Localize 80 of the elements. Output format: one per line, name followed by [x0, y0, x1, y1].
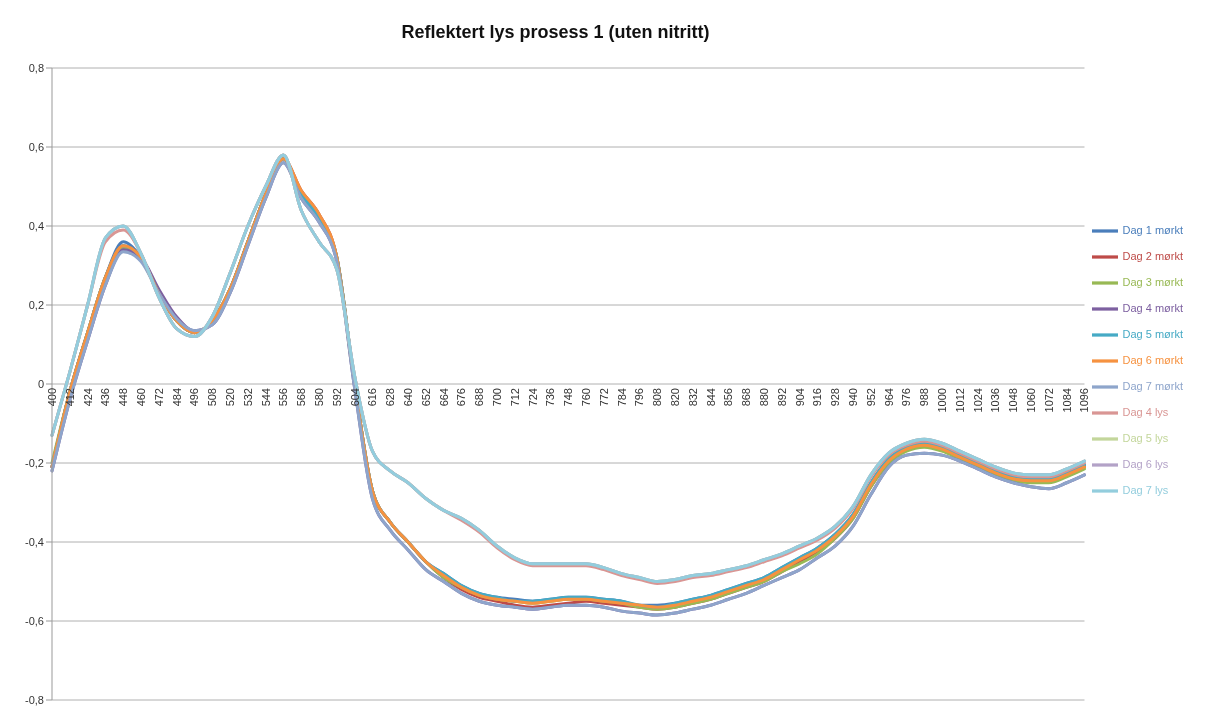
x-tick-label: 604 [348, 388, 361, 407]
x-tick-label: 772 [597, 388, 610, 407]
y-tick-label: 0,6 [28, 140, 44, 153]
x-tick-label: 940 [847, 388, 860, 407]
x-tick-label: 1000 [936, 388, 949, 413]
y-tick-label: 0,4 [28, 219, 44, 232]
x-tick-label: 964 [882, 388, 895, 407]
x-tick-label: 628 [384, 388, 397, 407]
y-tick-label: -0,6 [25, 614, 44, 627]
x-tick-label: 412 [63, 388, 76, 407]
x-tick-label: 448 [117, 388, 130, 407]
x-tick-label: 424 [81, 388, 94, 407]
x-tick-label: 988 [918, 388, 931, 407]
x-tick-label: 616 [366, 388, 379, 407]
x-tick-label: 568 [295, 388, 308, 407]
x-tick-label: 436 [99, 388, 112, 407]
x-tick-label: 904 [793, 388, 806, 407]
x-tick-label: 400 [46, 388, 58, 407]
x-tick-label: 796 [633, 388, 646, 407]
x-tick-label: 856 [722, 388, 735, 407]
x-tick-label: 688 [473, 388, 486, 407]
legend-label: Dag 4 mørkt [1122, 301, 1183, 314]
x-tick-label: 1060 [1025, 388, 1038, 413]
x-tick-label: 556 [277, 388, 290, 407]
legend-label: Dag 4 lys [1122, 405, 1169, 418]
x-tick-label: 1024 [971, 388, 984, 413]
x-tick-label: 532 [241, 388, 254, 407]
x-tick-label: 1084 [1060, 388, 1073, 413]
x-tick-label: 496 [188, 388, 201, 407]
x-tick-label: 460 [135, 388, 148, 407]
x-tick-label: 820 [669, 388, 682, 407]
x-tick-label: 592 [330, 388, 343, 407]
legend-label: Dag 1 mørkt [1122, 223, 1183, 236]
x-tick-label: 832 [686, 388, 699, 407]
legend-label: Dag 7 mørkt [1122, 379, 1183, 392]
legend-label: Dag 2 mørkt [1122, 249, 1183, 262]
x-tick-label: 784 [615, 388, 628, 407]
x-tick-label: 640 [402, 388, 415, 407]
y-tick-label: -0,4 [25, 535, 44, 548]
x-tick-label: 580 [313, 388, 326, 407]
x-tick-label: 868 [740, 388, 753, 407]
x-tick-label: 748 [562, 388, 575, 407]
x-tick-label: 1036 [989, 388, 1002, 413]
x-tick-label: 844 [704, 388, 717, 407]
x-tick-label: 508 [206, 388, 219, 407]
x-tick-label: 928 [829, 388, 842, 407]
x-tick-label: 712 [508, 388, 521, 407]
y-tick-label: 0 [37, 377, 44, 390]
x-tick-label: 544 [259, 388, 272, 407]
y-tick-label: -0,2 [25, 456, 44, 469]
y-tick-label: 0,2 [28, 298, 44, 311]
x-tick-label: 736 [544, 388, 557, 407]
x-tick-label: 664 [437, 388, 450, 407]
x-tick-label: 1048 [1007, 388, 1020, 413]
x-tick-label: 892 [775, 388, 788, 407]
legend-label: Dag 5 lys [1122, 431, 1169, 444]
x-tick-label: 880 [758, 388, 771, 407]
legend-label: Dag 6 lys [1122, 457, 1169, 470]
x-tick-label: 484 [170, 388, 183, 407]
y-tick-label: 0,8 [28, 61, 44, 74]
x-tick-label: 976 [900, 388, 913, 407]
x-tick-label: 520 [224, 388, 237, 407]
x-tick-label: 724 [526, 388, 539, 407]
legend-label: Dag 5 mørkt [1122, 327, 1183, 340]
x-tick-label: 760 [580, 388, 593, 407]
y-tick-label: -0,8 [25, 693, 44, 706]
x-tick-label: 1012 [953, 388, 966, 413]
x-tick-label: 1072 [1042, 388, 1055, 413]
legend-label: Dag 7 lys [1122, 483, 1169, 496]
x-tick-label: 472 [152, 388, 165, 407]
x-tick-label: 916 [811, 388, 824, 407]
chart-title: Reflektert lys prosess 1 (uten nitritt) [400, 22, 711, 43]
x-tick-label: 952 [864, 388, 877, 407]
x-tick-label: 700 [491, 388, 504, 407]
legend-label: Dag 6 mørkt [1122, 353, 1183, 366]
x-tick-label: 676 [455, 388, 468, 407]
x-tick-label: 1096 [1078, 388, 1091, 413]
x-tick-label: 808 [651, 388, 664, 407]
legend-label: Dag 3 mørkt [1122, 275, 1183, 288]
x-tick-label: 652 [419, 388, 432, 407]
